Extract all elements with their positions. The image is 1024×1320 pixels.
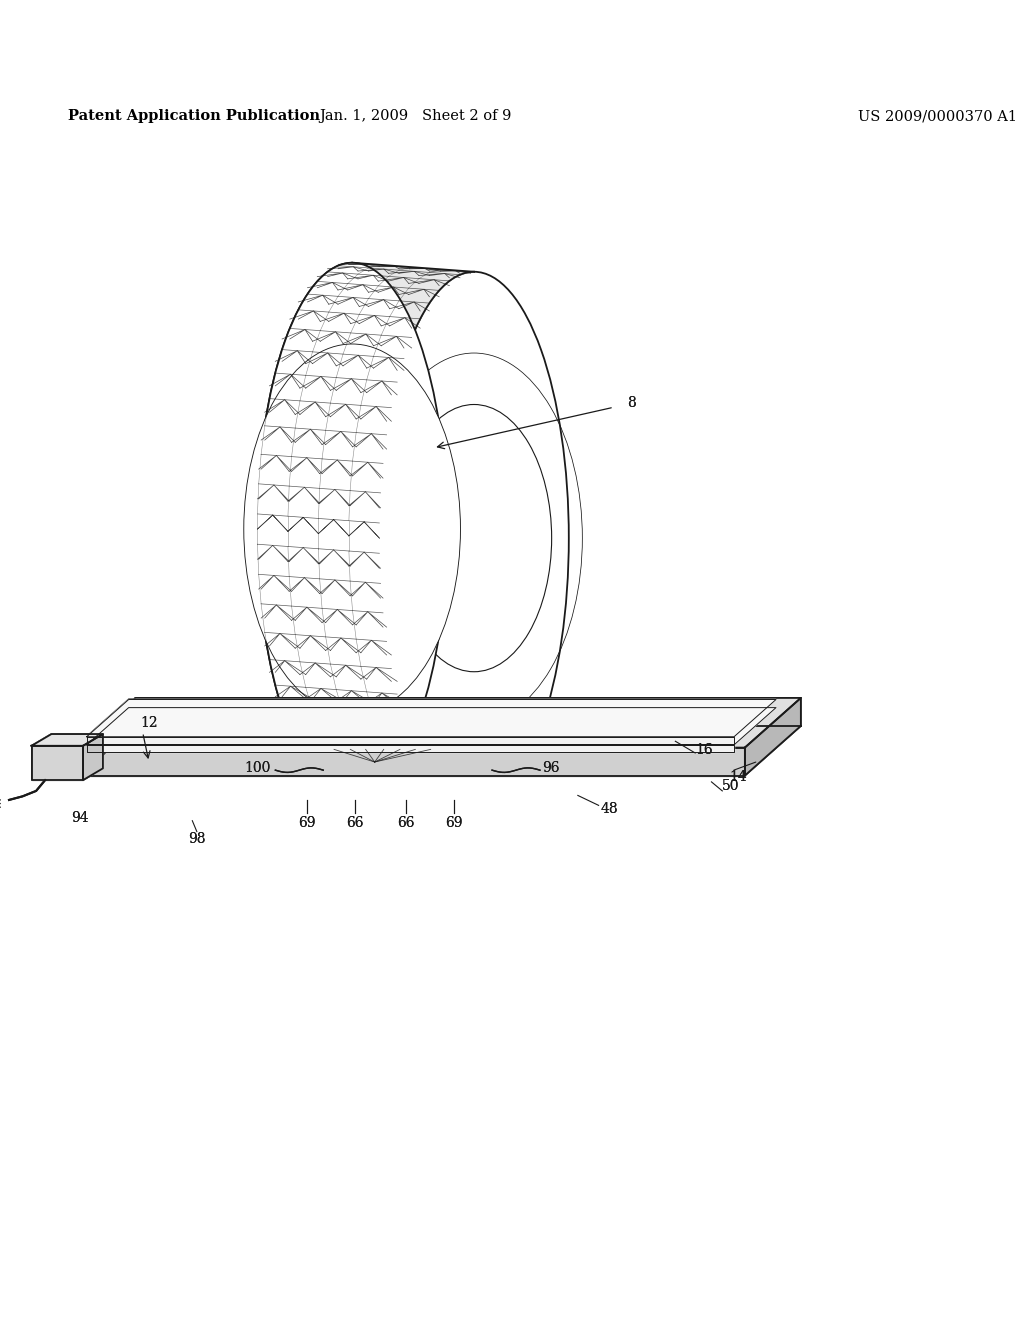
Polygon shape xyxy=(744,698,801,776)
Text: 8: 8 xyxy=(628,396,636,409)
Text: 12: 12 xyxy=(140,717,158,730)
Polygon shape xyxy=(80,698,801,747)
Text: 8: 8 xyxy=(628,396,636,409)
Ellipse shape xyxy=(274,396,430,663)
Text: 96: 96 xyxy=(542,762,559,775)
Text: 16: 16 xyxy=(695,743,713,758)
Text: 48: 48 xyxy=(600,803,618,816)
Polygon shape xyxy=(84,739,736,746)
Text: US 2009/0000370 A1: US 2009/0000370 A1 xyxy=(858,110,1017,124)
Polygon shape xyxy=(83,734,103,780)
Polygon shape xyxy=(32,734,103,746)
Text: 94: 94 xyxy=(71,810,88,825)
Text: 69: 69 xyxy=(445,816,463,829)
Text: 48: 48 xyxy=(600,803,618,816)
Text: 12: 12 xyxy=(140,717,158,730)
Polygon shape xyxy=(87,708,776,744)
Text: 98: 98 xyxy=(188,832,206,846)
Polygon shape xyxy=(87,744,734,752)
Polygon shape xyxy=(0,747,925,1255)
Text: 14: 14 xyxy=(729,771,748,784)
Text: 50: 50 xyxy=(722,779,739,793)
Polygon shape xyxy=(80,747,744,776)
Text: 94: 94 xyxy=(71,810,88,825)
Polygon shape xyxy=(744,698,801,776)
Polygon shape xyxy=(80,698,801,747)
Text: 100: 100 xyxy=(245,762,271,775)
Text: 98: 98 xyxy=(188,832,206,846)
Text: 50: 50 xyxy=(722,779,739,793)
Text: 16: 16 xyxy=(695,743,713,758)
Text: 96: 96 xyxy=(542,762,559,775)
Text: Jan. 1, 2009   Sheet 2 of 9: Jan. 1, 2009 Sheet 2 of 9 xyxy=(319,110,512,124)
Text: 66: 66 xyxy=(346,816,364,829)
Text: 66: 66 xyxy=(346,816,364,829)
Text: 69: 69 xyxy=(445,816,463,829)
Polygon shape xyxy=(32,734,103,746)
Text: Patent Application Publication: Patent Application Publication xyxy=(68,110,319,124)
Polygon shape xyxy=(87,700,776,737)
Text: 100: 100 xyxy=(245,762,271,775)
Text: 66: 66 xyxy=(397,816,415,829)
Text: 66: 66 xyxy=(397,816,415,829)
Ellipse shape xyxy=(244,345,461,714)
Text: 14: 14 xyxy=(729,771,748,784)
Polygon shape xyxy=(84,698,780,739)
Polygon shape xyxy=(87,737,734,744)
Text: 69: 69 xyxy=(298,816,315,829)
Polygon shape xyxy=(84,706,780,746)
Polygon shape xyxy=(32,746,83,780)
Ellipse shape xyxy=(257,263,446,796)
Polygon shape xyxy=(80,747,744,776)
Text: FIG - 2: FIG - 2 xyxy=(361,1035,424,1053)
Polygon shape xyxy=(32,746,83,780)
Polygon shape xyxy=(84,746,736,752)
Text: 69: 69 xyxy=(298,816,315,829)
Polygon shape xyxy=(257,263,474,804)
Polygon shape xyxy=(83,734,103,780)
